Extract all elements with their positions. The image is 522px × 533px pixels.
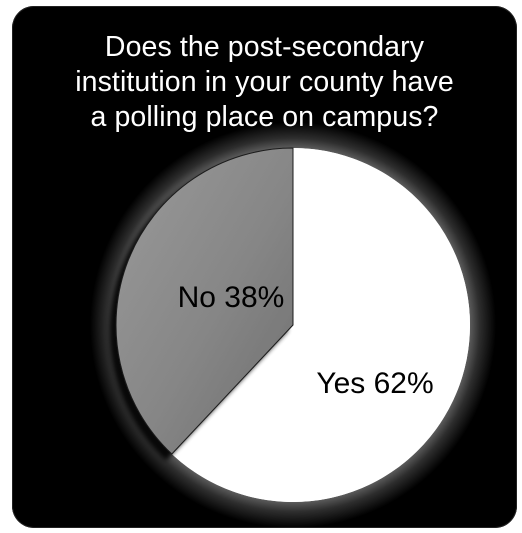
pie-label-no: No 38% <box>178 281 285 314</box>
pie-slice-no <box>115 147 294 455</box>
chart-title-line-2: institution in your county have <box>75 66 454 98</box>
pie-label-yes: Yes 62% <box>316 367 433 400</box>
pie-slices <box>115 147 471 503</box>
pie-slice-yes <box>171 148 471 503</box>
chart-title: Does the post-secondary institution in y… <box>12 30 517 135</box>
chart-title-line-1: Does the post-secondary <box>104 31 425 63</box>
pie-labels: Yes 62% No 38% <box>178 281 434 400</box>
